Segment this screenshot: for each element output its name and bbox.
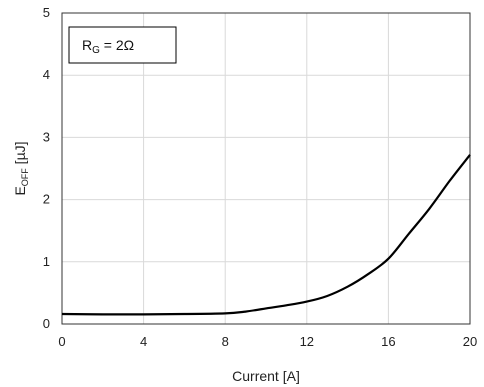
x-tick-label: 20 [463,334,477,349]
y-axis-title-subscript: OFF [20,168,30,186]
annotation-subscript: G [92,45,100,56]
y-tick-label: 5 [43,5,50,20]
x-tick-label: 0 [58,334,65,349]
y-tick-label: 1 [43,254,50,269]
y-axis-ticks: 0 1 2 3 4 5 [43,5,50,331]
annotation-text: RG = 2Ω [82,37,134,56]
annotation-value: = 2Ω [100,37,134,53]
y-tick-label: 2 [43,192,50,207]
y-axis-title-main: E [12,186,28,195]
annotation-main: R [82,37,92,53]
plot-area-border [61,12,471,325]
y-tick-label: 4 [43,67,50,82]
series-group [61,154,471,316]
y-axis-title-unit: [µJ] [12,141,28,168]
x-tick-label: 8 [222,334,229,349]
y-tick-label: 0 [43,316,50,331]
annotation-box: RG = 2Ω [68,26,177,64]
x-axis-title: Current [A] [232,368,300,384]
series-line [61,154,471,316]
x-tick-label: 4 [140,334,147,349]
y-axis-title: EOFF [µJ] [12,141,30,195]
x-tick-label: 12 [300,334,314,349]
x-axis-ticks: 0 4 8 12 16 20 [58,334,477,349]
x-tick-label: 16 [381,334,395,349]
y-tick-label: 3 [43,129,50,144]
annotation-frame [68,26,177,64]
